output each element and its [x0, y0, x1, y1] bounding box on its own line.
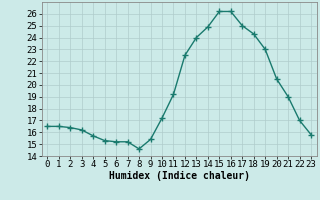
X-axis label: Humidex (Indice chaleur): Humidex (Indice chaleur): [109, 171, 250, 181]
